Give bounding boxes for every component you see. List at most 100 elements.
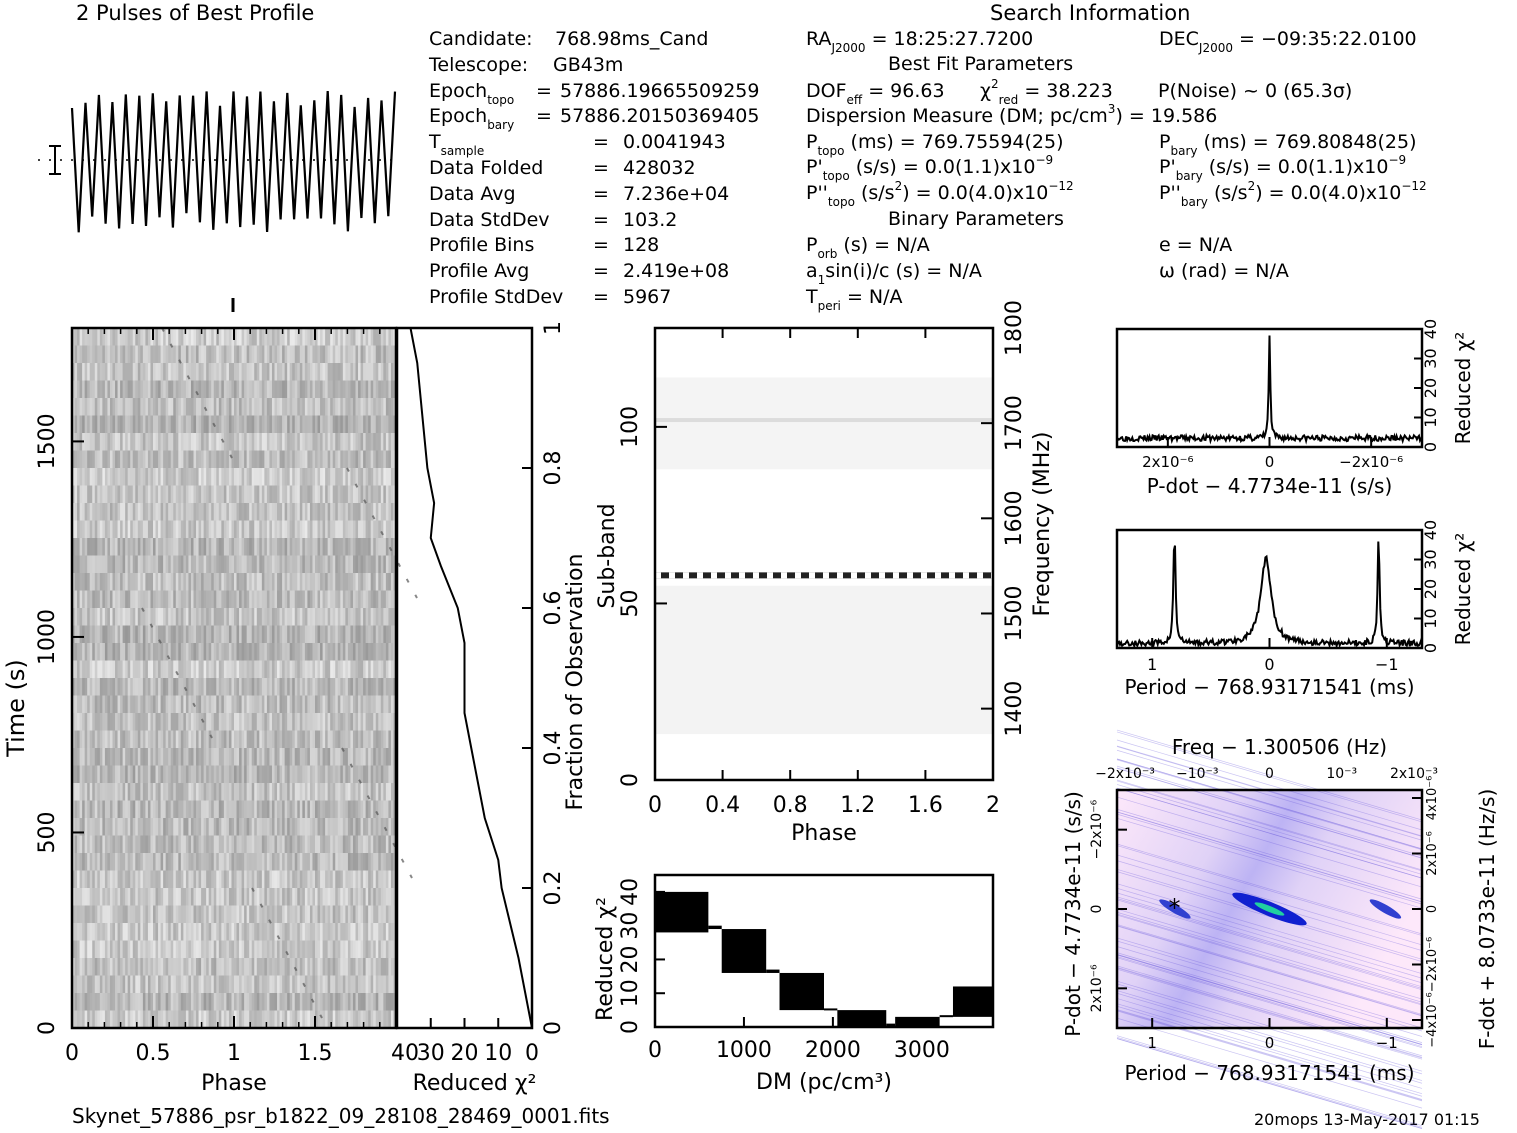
- heatmap-cell: [97, 363, 101, 382]
- heatmap-cell: [358, 363, 362, 382]
- heatmap-cell: [153, 555, 157, 574]
- heatmap-cell: [370, 870, 374, 889]
- heatmap-cell: [150, 555, 154, 574]
- heatmap-cell: [178, 520, 182, 539]
- heatmap-cell: [315, 835, 319, 854]
- heatmap-cell: [383, 958, 387, 977]
- heatmap-cell: [375, 765, 379, 784]
- heatmap-cell: [317, 905, 321, 924]
- heatmap-cell: [289, 888, 293, 907]
- heatmap-cell: [269, 905, 273, 924]
- heatmap-cell: [358, 818, 362, 837]
- heatmap-cell: [132, 363, 136, 382]
- heatmap-cell: [332, 678, 336, 697]
- heatmap-cell: [256, 608, 260, 627]
- heatmap-cell: [94, 748, 98, 767]
- heatmap-cell: [221, 625, 225, 644]
- heatmap-cell: [370, 975, 374, 994]
- heatmap-cell: [140, 713, 144, 732]
- heatmap-cell: [125, 555, 129, 574]
- heatmap-cell: [340, 345, 344, 364]
- heatmap-cell: [165, 678, 169, 697]
- heatmap-cell: [251, 783, 255, 802]
- heatmap-cell: [193, 678, 197, 697]
- heatmap-cell: [155, 713, 159, 732]
- heatmap-cell: [271, 538, 276, 557]
- heatmap-cell: [120, 643, 124, 662]
- heatmap-cell: [193, 765, 197, 784]
- heatmap-cell: [132, 678, 136, 697]
- heatmap-cell: [97, 660, 101, 679]
- heatmap-cell: [112, 800, 116, 819]
- heatmap-cell: [137, 748, 141, 767]
- heatmap-cell: [256, 398, 260, 417]
- heatmap-cell: [165, 363, 169, 382]
- heatmap-cell: [254, 485, 258, 504]
- heatmap-cell: [107, 958, 111, 977]
- heatmap-cell: [163, 485, 167, 504]
- heatmap-cell: [226, 520, 230, 539]
- heatmap-cell: [340, 468, 344, 487]
- heatmap-cell: [82, 573, 86, 592]
- heatmap-cell: [234, 363, 238, 382]
- heatmap-cell: [72, 415, 76, 434]
- heatmap-cell: [185, 380, 190, 399]
- heatmap-cell: [309, 468, 314, 487]
- heatmap-cell: [337, 765, 341, 784]
- heatmap-cell: [213, 730, 217, 749]
- heatmap-cell: [206, 888, 210, 907]
- heatmap-cell: [320, 608, 324, 627]
- heatmap-cell: [360, 328, 364, 347]
- heatmap-cell: [307, 608, 311, 627]
- heatmap-cell: [158, 415, 162, 434]
- heatmap-cell: [198, 818, 202, 837]
- heatmap-cell: [153, 608, 157, 627]
- heatmap-cell: [282, 363, 286, 382]
- heatmap-cell: [261, 870, 265, 889]
- heatmap-cell: [330, 783, 334, 802]
- heatmap-cell: [228, 380, 233, 399]
- heatmap-cell: [289, 783, 293, 802]
- heatmap-cell: [335, 415, 339, 434]
- heatmap-cell: [340, 853, 344, 872]
- heatmap-cell: [201, 415, 205, 434]
- heatmap-cell: [274, 468, 278, 487]
- heatmap-cell: [112, 975, 116, 994]
- heatmap-cell: [147, 573, 152, 592]
- heatmap-cell: [322, 328, 326, 347]
- heatmap-cell: [188, 485, 192, 504]
- heatmap-cell: [150, 940, 154, 959]
- heatmap-cell: [337, 433, 341, 452]
- heatmap-cell: [79, 905, 83, 924]
- heatmap-cell: [330, 380, 334, 399]
- heatmap-cell: [196, 450, 200, 469]
- heatmap-cell: [259, 853, 263, 872]
- heatmap-cell: [279, 590, 283, 609]
- heatmap-cell: [158, 468, 162, 487]
- heatmap-cell: [125, 433, 129, 452]
- heatmap-cell: [213, 450, 217, 469]
- heatmap-cell: [363, 870, 367, 889]
- heatmap-cell: [185, 958, 190, 977]
- heatmap-cell: [269, 590, 273, 609]
- heatmap-cell: [261, 975, 265, 994]
- heatmap-cell: [337, 625, 341, 644]
- heatmap-cell: [163, 695, 167, 714]
- heatmap-cell: [383, 450, 387, 469]
- heatmap-cell: [274, 573, 278, 592]
- heatmap-cell: [84, 853, 88, 872]
- heatmap-cell: [241, 748, 245, 767]
- heatmap-cell: [142, 993, 147, 1012]
- heatmap-cell: [198, 713, 202, 732]
- heatmap-cell: [388, 783, 392, 802]
- heatmap-cell: [332, 433, 336, 452]
- heatmap-cell: [302, 485, 306, 504]
- heatmap-cell: [163, 625, 167, 644]
- heatmap-cell: [317, 748, 321, 767]
- heatmap-cell: [373, 958, 377, 977]
- heatmap-cell: [347, 678, 352, 697]
- heatmap-cell: [109, 660, 114, 679]
- heatmap-cell: [155, 748, 159, 767]
- heatmap-cell: [360, 730, 364, 749]
- heatmap-cell: [185, 800, 190, 819]
